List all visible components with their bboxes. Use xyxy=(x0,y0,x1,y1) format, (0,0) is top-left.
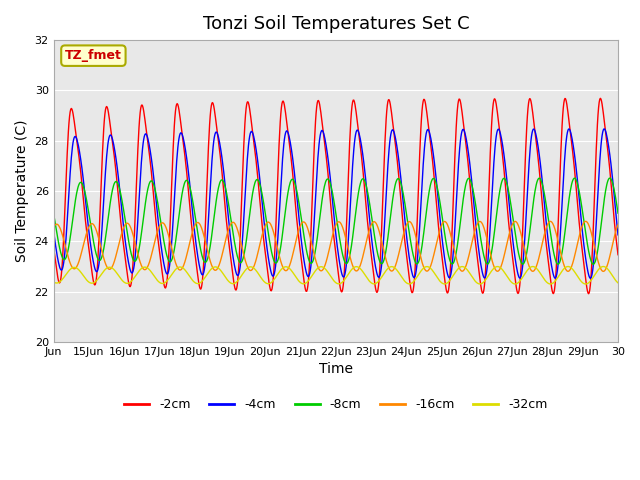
X-axis label: Time: Time xyxy=(319,362,353,376)
Title: Tonzi Soil Temperatures Set C: Tonzi Soil Temperatures Set C xyxy=(202,15,469,33)
Text: TZ_fmet: TZ_fmet xyxy=(65,49,122,62)
Y-axis label: Soil Temperature (C): Soil Temperature (C) xyxy=(15,120,29,262)
Legend: -2cm, -4cm, -8cm, -16cm, -32cm: -2cm, -4cm, -8cm, -16cm, -32cm xyxy=(119,394,552,417)
